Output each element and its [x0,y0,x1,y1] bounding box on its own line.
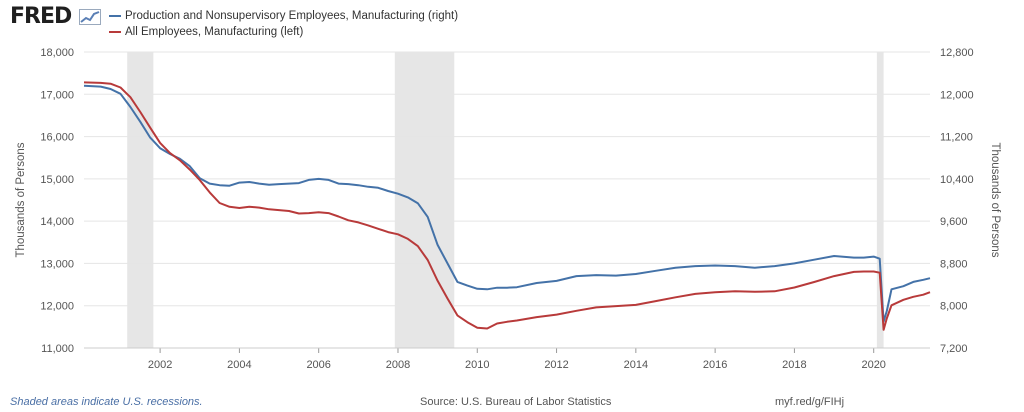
recession-band [394,52,455,348]
y-tick-label-left: 17,000 [40,89,74,101]
y-tick-label-left: 13,000 [40,258,74,270]
y-tick-label-left: 15,000 [40,174,74,186]
recession-band [127,52,154,348]
y-tick-label-left: 14,000 [40,216,74,228]
x-tick-label: 2002 [148,359,172,371]
legend-item-production: Production and Nonsupervisory Employees,… [109,8,458,24]
x-tick-label: 2010 [465,359,489,371]
chart-trend-icon [79,9,101,25]
y-tick-label-right: 12,800 [940,47,974,59]
legend-swatch-production [109,15,121,17]
legend-label-production: Production and Nonsupervisory Employees,… [125,10,459,22]
x-tick-label: 2008 [386,359,410,371]
source-credit: Source: U.S. Bureau of Labor Statistics [420,396,612,408]
y-tick-label-left: 11,000 [41,343,74,355]
legend-swatch-all-employees [109,31,121,33]
y-tick-label-right: 8,000 [940,301,968,313]
recession-band [876,52,884,348]
x-tick-label: 2004 [227,359,251,371]
x-tick-label: 2018 [782,359,806,371]
y-tick-label-left: 12,000 [40,301,74,313]
fred-logo: FRED [10,4,72,29]
y-tick-label-right: 8,800 [940,258,968,270]
recession-note: Shaded areas indicate U.S. recessions. [10,396,203,408]
x-tick-label: 2012 [544,359,568,371]
y-tick-label-right: 7,200 [940,343,968,355]
series-line-all-employees [83,81,931,331]
y-tick-label-left: 18,000 [40,47,74,59]
x-tick-label: 2016 [703,359,727,371]
y-axis-title-left: Thousands of Persons [15,142,27,257]
y-tick-label-right: 10,400 [940,174,974,186]
chart-legend: Production and Nonsupervisory Employees,… [109,8,458,40]
y-tick-label-left: 16,000 [40,132,74,144]
series-line-production [83,84,931,323]
x-tick-label: 2014 [624,359,648,371]
short-link[interactable]: myf.red/g/FIHj [775,396,845,408]
x-tick-label: 2020 [861,359,885,371]
y-tick-label-right: 12,000 [940,89,974,101]
legend-label-all-employees: All Employees, Manufacturing (left) [125,26,304,38]
y-tick-label-right: 9,600 [940,216,968,228]
y-tick-label-right: 11,200 [940,132,973,144]
y-axis-title-right: Thousands of Persons [989,142,1001,257]
legend-item-all-employees: All Employees, Manufacturing (left) [109,24,458,40]
x-tick-label: 2006 [306,359,330,371]
